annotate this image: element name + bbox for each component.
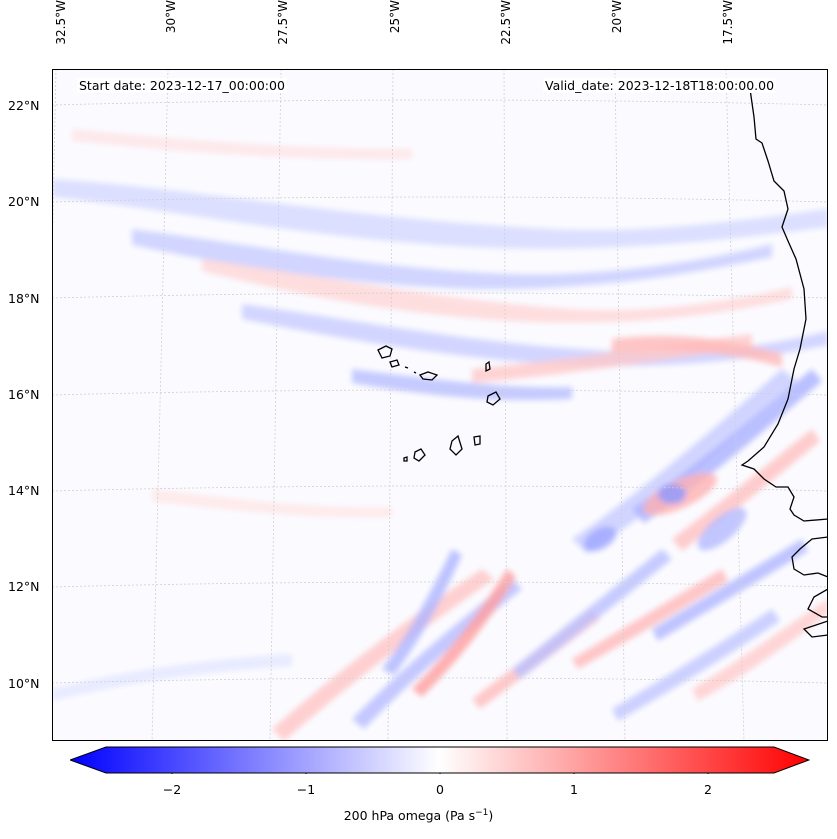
colorbar-tick-label: 1 — [570, 782, 578, 797]
colorbar-tick-label: −2 — [162, 782, 182, 797]
graticule — [52, 69, 828, 741]
colorbar-label-exponent: −1 — [475, 808, 489, 818]
omega-field — [52, 129, 828, 741]
lat-tick: 20°N — [8, 194, 40, 209]
colorbar-label: 200 hPa omega (Pa s−1) — [0, 808, 837, 823]
map-frame — [52, 69, 828, 741]
start-date-label: Start date: 2023-12-17_00:00:00 — [77, 78, 287, 93]
lat-tick: 18°N — [8, 291, 40, 306]
lon-tick: 17.5°W — [721, 0, 735, 45]
lat-tick: 14°N — [8, 483, 40, 498]
lon-tick: 25°W — [388, 0, 402, 34]
colorbar-gradient — [70, 746, 810, 774]
lon-tick: 22.5°W — [499, 0, 513, 45]
valid-date-label: Valid_date: 2023-12-18T18:00:00.00 — [543, 78, 777, 93]
lat-tick: 22°N — [8, 98, 40, 113]
africa-coastline — [740, 88, 828, 638]
colorbar-ticks — [171, 773, 709, 774]
cape-verde-islands — [377, 345, 501, 462]
omega-map — [52, 69, 828, 741]
colorbar — [70, 746, 810, 774]
lon-tick: 20°W — [610, 0, 624, 34]
lon-tick: 32.5°W — [54, 0, 68, 45]
lat-tick: 12°N — [8, 579, 40, 594]
colorbar-tick-label: 2 — [704, 782, 712, 797]
colorbar-tick-label: 0 — [436, 782, 444, 797]
colorbar-label-close: ) — [488, 808, 494, 824]
colorbar-tick-label: −1 — [296, 782, 316, 797]
lon-tick: 30°W — [164, 0, 178, 34]
lat-tick: 10°N — [8, 676, 40, 691]
map-background — [52, 69, 828, 741]
lat-tick: 16°N — [8, 387, 40, 402]
lon-tick: 27.5°W — [276, 0, 290, 45]
colorbar-label-text: 200 hPa omega (Pa s — [343, 808, 476, 824]
